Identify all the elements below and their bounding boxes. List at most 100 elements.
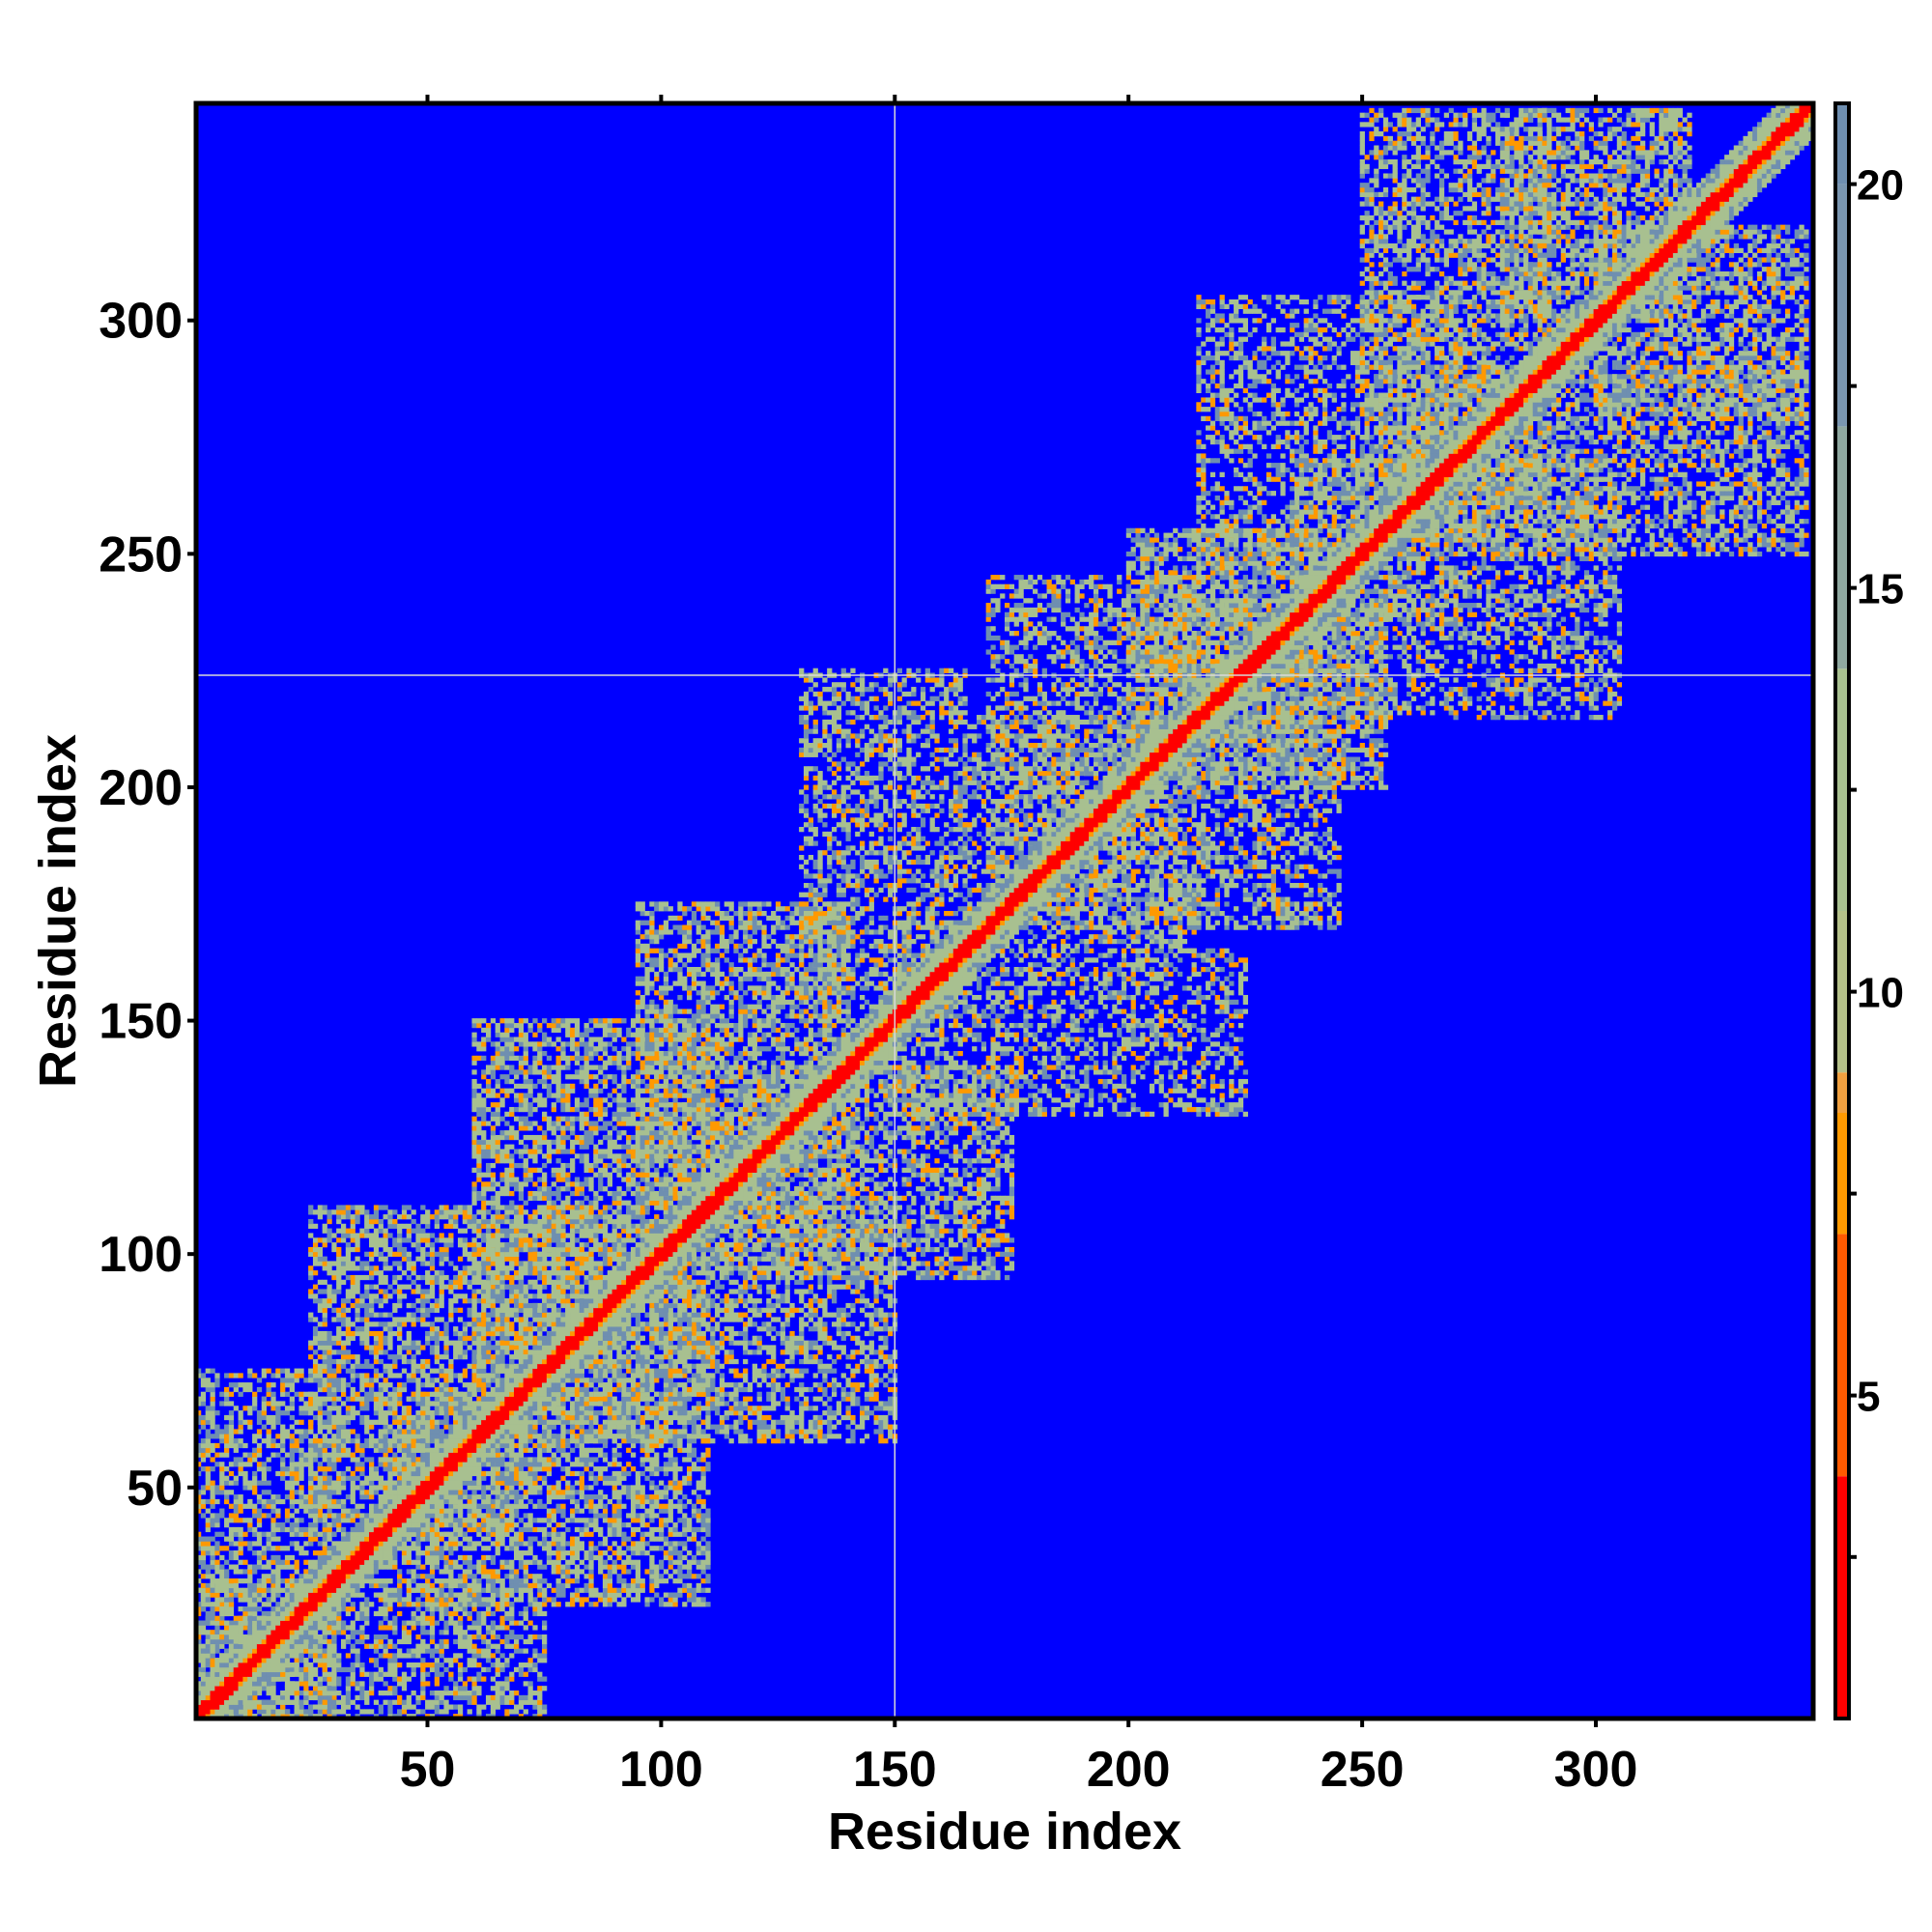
heatmap-cell bbox=[257, 1541, 262, 1546]
heatmap-cell bbox=[290, 1462, 295, 1466]
heatmap-cell bbox=[239, 1569, 243, 1574]
heatmap-cell bbox=[242, 1420, 247, 1425]
heatmap-cell bbox=[206, 1429, 211, 1434]
heatmap-cell bbox=[318, 1443, 323, 1448]
heatmap-cell bbox=[275, 1453, 280, 1458]
heatmap-cell bbox=[327, 1485, 331, 1490]
heatmap-cell bbox=[275, 1499, 280, 1504]
heatmap-cell bbox=[280, 1429, 285, 1434]
heatmap-cell bbox=[298, 1476, 303, 1481]
heatmap-cell bbox=[214, 1429, 219, 1434]
heatmap-cell bbox=[201, 1644, 206, 1649]
heatmap-cell bbox=[285, 1392, 290, 1397]
heatmap-cell bbox=[211, 1387, 215, 1392]
heatmap-cell bbox=[211, 1639, 215, 1644]
heatmap-cell bbox=[303, 1378, 308, 1382]
heatmap-cell bbox=[247, 1382, 252, 1387]
heatmap-cell bbox=[323, 1457, 327, 1462]
heatmap-cell bbox=[369, 1677, 374, 1682]
heatmap-cell bbox=[224, 1443, 229, 1448]
heatmap-cell bbox=[252, 1588, 257, 1593]
heatmap-cell bbox=[239, 1630, 243, 1634]
heatmap-cell bbox=[308, 1667, 313, 1672]
heatmap-cell bbox=[295, 1569, 299, 1574]
heatmap-cell bbox=[331, 1625, 336, 1630]
heatmap-cell bbox=[327, 1662, 331, 1667]
heatmap-cell bbox=[229, 1490, 234, 1494]
heatmap-cell bbox=[270, 1527, 275, 1532]
heatmap-cell bbox=[206, 1621, 211, 1626]
heatmap-cell bbox=[214, 1410, 219, 1415]
heatmap-cell bbox=[364, 1602, 369, 1606]
heatmap-cell bbox=[285, 1494, 290, 1499]
heatmap-cell bbox=[206, 1415, 211, 1420]
heatmap-cell bbox=[290, 1499, 295, 1504]
heatmap-cell bbox=[242, 1616, 247, 1621]
heatmap-cell bbox=[224, 1387, 229, 1392]
heatmap-cell bbox=[234, 1550, 239, 1555]
heatmap-cell bbox=[318, 1639, 323, 1644]
heatmap-cell bbox=[318, 1485, 323, 1490]
heatmap-cell bbox=[331, 1705, 336, 1710]
heatmap-cell bbox=[267, 1415, 271, 1420]
heatmap-cell bbox=[206, 1630, 211, 1634]
heatmap-cell bbox=[327, 1709, 331, 1714]
heatmap-cell bbox=[331, 1616, 336, 1621]
heatmap-cell bbox=[351, 1602, 355, 1606]
heatmap-cell bbox=[247, 1565, 252, 1570]
heatmap-cell bbox=[201, 1625, 206, 1630]
heatmap-cell bbox=[397, 1709, 402, 1714]
heatmap-cell bbox=[219, 1565, 224, 1570]
heatmap-cell bbox=[295, 1560, 299, 1565]
heatmap-cell bbox=[247, 1541, 252, 1546]
heatmap-cell bbox=[214, 1373, 219, 1378]
heatmap-cell bbox=[285, 1410, 290, 1415]
heatmap-cell bbox=[234, 1578, 239, 1583]
heatmap-cell bbox=[247, 1709, 252, 1714]
heatmap-cell bbox=[275, 1415, 280, 1420]
heatmap-cell bbox=[290, 1513, 295, 1518]
heatmap-cell bbox=[295, 1481, 299, 1486]
heatmap-cell bbox=[384, 1625, 388, 1630]
heatmap-cell bbox=[211, 1518, 215, 1522]
heatmap-cell bbox=[318, 1513, 323, 1518]
heatmap-cell bbox=[270, 1401, 275, 1406]
heatmap-cell bbox=[280, 1499, 285, 1504]
heatmap-cell bbox=[214, 1378, 219, 1382]
heatmap-cell bbox=[285, 1406, 290, 1410]
heatmap-cell bbox=[270, 1504, 275, 1509]
heatmap-cell bbox=[392, 1686, 397, 1690]
heatmap-cell bbox=[211, 1434, 215, 1438]
heatmap-cell bbox=[257, 1420, 262, 1425]
heatmap-cell bbox=[308, 1401, 313, 1406]
heatmap-cell bbox=[285, 1453, 290, 1458]
heatmap-cell bbox=[359, 1690, 364, 1695]
heatmap-cell bbox=[262, 1466, 267, 1471]
heatmap-cell bbox=[219, 1639, 224, 1644]
heatmap-cell bbox=[280, 1705, 285, 1710]
heatmap-cell bbox=[242, 1485, 247, 1490]
heatmap-cell bbox=[239, 1438, 243, 1443]
heatmap-cell bbox=[327, 1686, 331, 1690]
heatmap-cell bbox=[267, 1481, 271, 1486]
heatmap-cell bbox=[252, 1485, 257, 1490]
heatmap-cell bbox=[275, 1513, 280, 1518]
heatmap-cell bbox=[224, 1621, 229, 1626]
heatmap-cell bbox=[270, 1705, 275, 1710]
heatmap-cell bbox=[219, 1471, 224, 1476]
heatmap-cell bbox=[364, 1621, 369, 1626]
heatmap-cell bbox=[327, 1700, 331, 1705]
heatmap-cell bbox=[280, 1700, 285, 1705]
heatmap-cell bbox=[239, 1373, 243, 1378]
heatmap-cell bbox=[295, 1373, 299, 1378]
heatmap-cell bbox=[229, 1373, 234, 1378]
heatmap-cell bbox=[364, 1644, 369, 1649]
heatmap-cell bbox=[298, 1406, 303, 1410]
heatmap-cell bbox=[206, 1509, 211, 1514]
heatmap-cell bbox=[219, 1509, 224, 1514]
heatmap-cell bbox=[234, 1621, 239, 1626]
heatmap-cell bbox=[318, 1709, 323, 1714]
heatmap-cell bbox=[295, 1565, 299, 1570]
heatmap-cell bbox=[298, 1462, 303, 1466]
heatmap-cell bbox=[336, 1616, 341, 1621]
